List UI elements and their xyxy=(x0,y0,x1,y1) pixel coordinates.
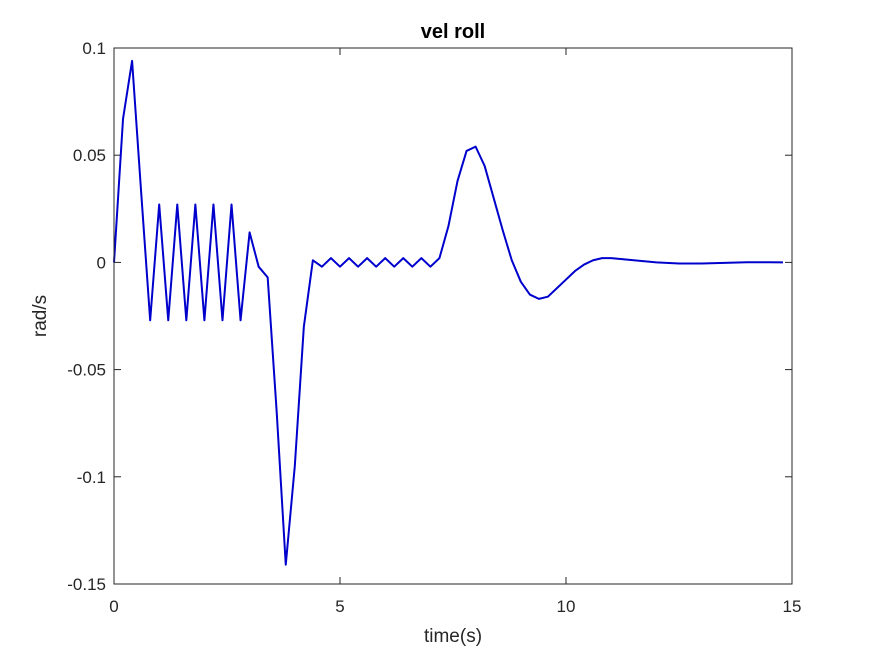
y-axis-label: rad/s xyxy=(30,295,51,337)
series-line xyxy=(113,59,783,566)
plot-area xyxy=(114,48,792,584)
y-tick-label: -0.1 xyxy=(77,468,106,487)
y-tick-label: 0.1 xyxy=(82,39,106,58)
axes-box xyxy=(113,47,793,585)
chart-title: vel roll xyxy=(421,21,485,43)
y-tick-label: 0 xyxy=(97,253,106,272)
y-tick-label: -0.15 xyxy=(67,575,106,594)
y-tick-label: 0.05 xyxy=(73,146,106,165)
series-layer xyxy=(113,59,783,566)
x-tick-label: 15 xyxy=(783,597,802,616)
y-tick-label: -0.05 xyxy=(67,361,106,380)
x-tick-label: 5 xyxy=(335,597,344,616)
x-tick-label: 10 xyxy=(557,597,576,616)
x-axis-label: time(s) xyxy=(424,626,482,647)
x-tick-label: 0 xyxy=(109,597,118,616)
